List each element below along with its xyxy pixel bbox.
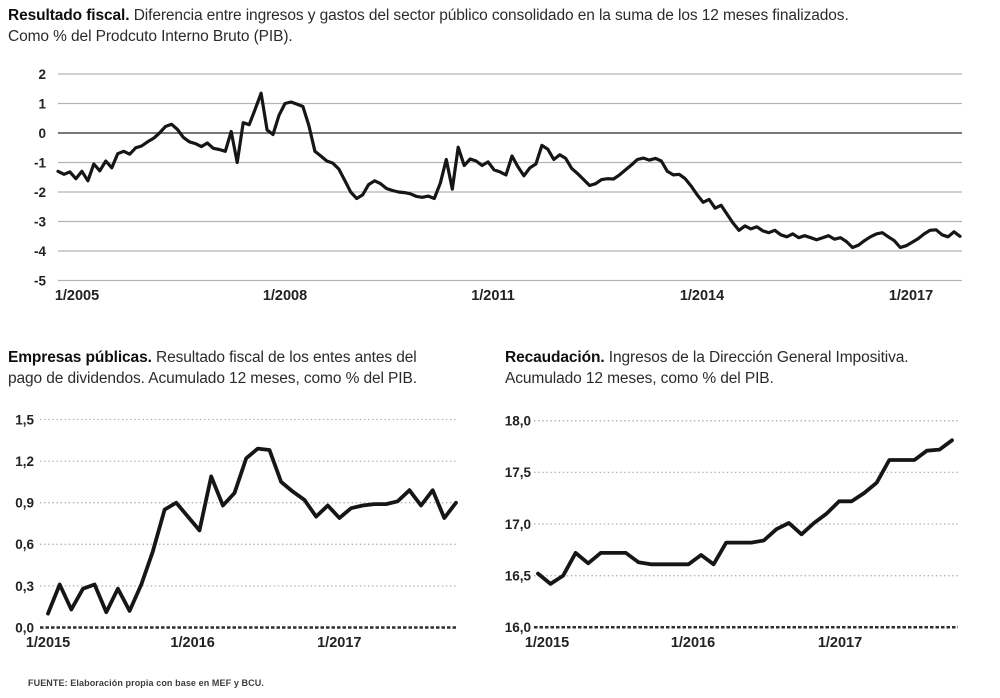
x-tick-label: 1/2017 bbox=[317, 635, 361, 651]
empresas-line-chart: 1,5 1,2 0,9 0,6 0,3 0,01/2015 1/2016 1/2017 bbox=[15, 412, 458, 651]
x-tick-label: 1/2016 bbox=[671, 635, 715, 651]
y-tick-label: 17,5 bbox=[505, 465, 532, 480]
y-tick-label: 0,6 bbox=[15, 537, 34, 552]
y-tick-label: 1,5 bbox=[15, 412, 34, 427]
fiscal-title-line2: Como % del Prodcuto Interno Bruto (PIB). bbox=[8, 28, 293, 45]
x-tick-label: 1/2015 bbox=[525, 635, 569, 651]
y-tick-label: 0,3 bbox=[15, 579, 34, 594]
empresas-chart-title: Empresas públicas. Resultado fiscal de l… bbox=[8, 347, 476, 389]
recaudacion-series-line bbox=[536, 438, 954, 586]
y-tick-label: 1,2 bbox=[15, 454, 34, 469]
x-tick-label: 1/2005 bbox=[55, 288, 99, 304]
fiscal-series-line bbox=[56, 91, 962, 250]
fiscal-line-chart: 2 1 0 -1 -2 -3 -4 -5 1/2005 1/2008 1/2011 1/2014 1/2… bbox=[34, 67, 962, 304]
x-tick-label: 1/2011 bbox=[471, 288, 515, 304]
empresas-title-line2: pago de dividendos. Acumulado 12 meses, … bbox=[8, 370, 417, 387]
recaudacion-title-bold: Recaudación. bbox=[505, 349, 605, 366]
empresas-title-bold: Empresas públicas. bbox=[8, 349, 152, 366]
y-tick-label: 18,0 bbox=[505, 414, 531, 429]
x-tick-label: 1/2015 bbox=[26, 635, 70, 651]
y-tick-label: 16,5 bbox=[505, 569, 532, 584]
y-tick-label: 17,0 bbox=[505, 517, 531, 532]
x-tick-label: 1/2017 bbox=[818, 635, 862, 651]
y-tick-label: 0 bbox=[38, 126, 46, 141]
y-tick-label: -3 bbox=[34, 214, 46, 229]
recaudacion-title-line2: Acumulado 12 meses, como % del PIB. bbox=[505, 370, 774, 387]
recaudacion-title-rest: Ingresos de la Dirección General Imposit… bbox=[604, 349, 909, 366]
fiscal-chart-title: Resultado fiscal. Diferencia entre ingre… bbox=[8, 5, 968, 47]
x-tick-label: 1/2017 bbox=[889, 288, 933, 304]
y-tick-label: 2 bbox=[38, 67, 46, 82]
recaudacion-chart-title: Recaudación. Ingresos de la Dirección Ge… bbox=[505, 347, 987, 389]
y-tick-label: 0,9 bbox=[15, 496, 34, 511]
empresas-title-rest: Resultado fiscal de los entes antes del bbox=[151, 349, 417, 366]
y-tick-label: 0,0 bbox=[15, 620, 34, 635]
x-tick-label: 1/2008 bbox=[263, 288, 307, 304]
source-note: FUENTE: Elaboración propia con base en M… bbox=[28, 678, 264, 688]
empresas-series-line bbox=[46, 446, 458, 616]
fiscal-title-rest: Diferencia entre ingresos y gastos del s… bbox=[129, 7, 849, 24]
y-tick-label: -4 bbox=[34, 244, 46, 259]
y-tick-label: 1 bbox=[38, 96, 46, 111]
fiscal-title-bold: Resultado fiscal. bbox=[8, 7, 130, 24]
y-tick-label: -5 bbox=[34, 273, 46, 288]
y-tick-label: -2 bbox=[34, 185, 46, 200]
x-tick-label: 1/2016 bbox=[170, 635, 214, 651]
y-tick-label: -1 bbox=[34, 155, 46, 170]
x-tick-label: 1/2014 bbox=[680, 288, 724, 304]
recaudacion-line-chart: 18,0 17,5 17,0 16,5 16,01/2015 1/2016 1/2017 bbox=[505, 414, 958, 651]
y-tick-label: 16,0 bbox=[505, 620, 531, 635]
